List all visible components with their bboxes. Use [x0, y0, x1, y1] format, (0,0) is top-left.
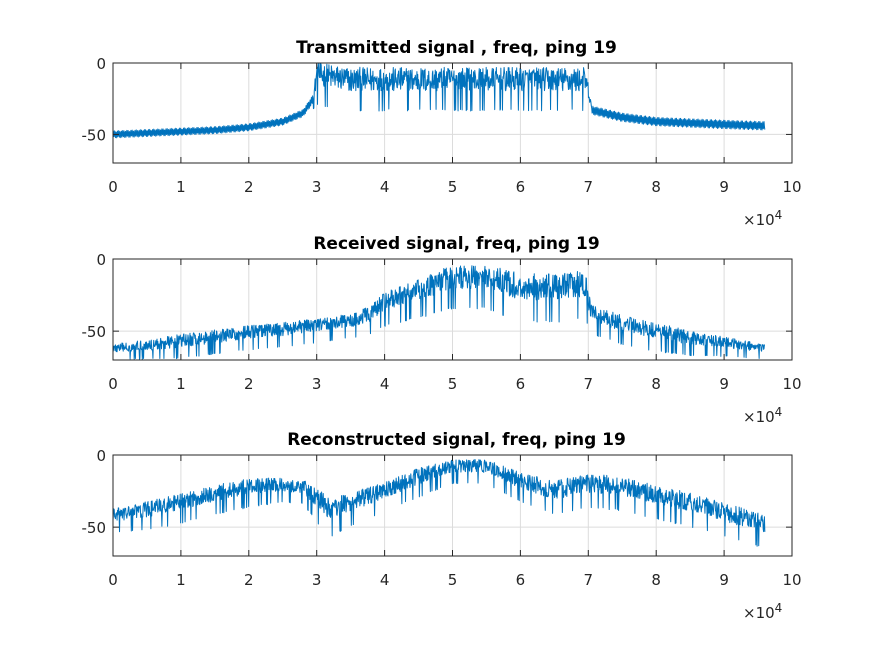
x-tick-label: 6	[516, 178, 526, 196]
y-tick-label: 0	[96, 251, 106, 269]
x-tick-label: 1	[176, 571, 186, 589]
x-tick-label: 6	[516, 571, 526, 589]
x-tick-label: 3	[312, 571, 322, 589]
subplot-3: 0 1 2 3 4 5 6 7 8 9 10 -50 0 ×104 Reconstructed signal…	[82, 430, 802, 622]
x-tick-label: 1	[176, 375, 186, 393]
y-tick-label: -50	[82, 126, 107, 144]
x-exponent-label: ×104	[743, 405, 782, 426]
x-exponent-power: 4	[775, 208, 783, 222]
x-exponent-power: 4	[775, 405, 783, 419]
x-tick-label: 6	[516, 375, 526, 393]
x-tick-label: 8	[651, 178, 661, 196]
x-exponent-label: ×104	[743, 601, 782, 622]
x-tick-label: 10	[782, 375, 801, 393]
x-tick-label: 2	[244, 571, 254, 589]
x-tick-label: 5	[448, 571, 458, 589]
x-tick-label: 4	[380, 375, 390, 393]
x-tick-label: 0	[108, 375, 118, 393]
subplot-title: Reconstructed signal, freq, ping 19	[287, 430, 626, 450]
x-tick-label: 5	[448, 375, 458, 393]
x-tick-label: 4	[380, 178, 390, 196]
y-tick-label: 0	[96, 55, 106, 73]
x-tick-label: 4	[380, 571, 390, 589]
x-tick-label: 7	[584, 375, 594, 393]
subplot-2: 0 1 2 3 4 5 6 7 8 9 10 -50 0 ×104 Received signal, fre…	[82, 234, 802, 426]
signal-series-line	[113, 265, 766, 360]
x-tick-label: 5	[448, 178, 458, 196]
signal-series-line	[113, 63, 766, 139]
x-tick-label: 3	[312, 178, 322, 196]
x-tick-label: 3	[312, 375, 322, 393]
x-tick-label: 9	[719, 375, 729, 393]
y-tick-label: -50	[82, 519, 107, 537]
subplot-title: Received signal, freq, ping 19	[313, 234, 599, 254]
x-tick-label: 2	[244, 375, 254, 393]
x-tick-label: 9	[719, 571, 729, 589]
x-tick-label: 8	[651, 571, 661, 589]
x-tick-label: 10	[782, 571, 801, 589]
x-tick-label: 7	[584, 571, 594, 589]
x-tick-label: 2	[244, 178, 254, 196]
x-tick-label: 8	[651, 375, 661, 393]
x-exponent-label: ×104	[743, 208, 782, 229]
y-tick-label: -50	[82, 323, 107, 341]
x-tick-label: 9	[719, 178, 729, 196]
x-tick-label: 0	[108, 571, 118, 589]
signal-series-line	[113, 459, 766, 547]
x-tick-label: 10	[782, 178, 801, 196]
y-tick-label: 0	[96, 447, 106, 465]
x-tick-label: 0	[108, 178, 118, 196]
subplot-1: 0 1 2 3 4 5 6 7 8 9 10 -50 0 ×104 Transmitted signal ,…	[82, 38, 802, 229]
x-tick-label: 7	[584, 178, 594, 196]
x-tick-label: 1	[176, 178, 186, 196]
x-exponent-power: 4	[775, 601, 783, 615]
subplot-title: Transmitted signal , freq, ping 19	[296, 38, 617, 58]
